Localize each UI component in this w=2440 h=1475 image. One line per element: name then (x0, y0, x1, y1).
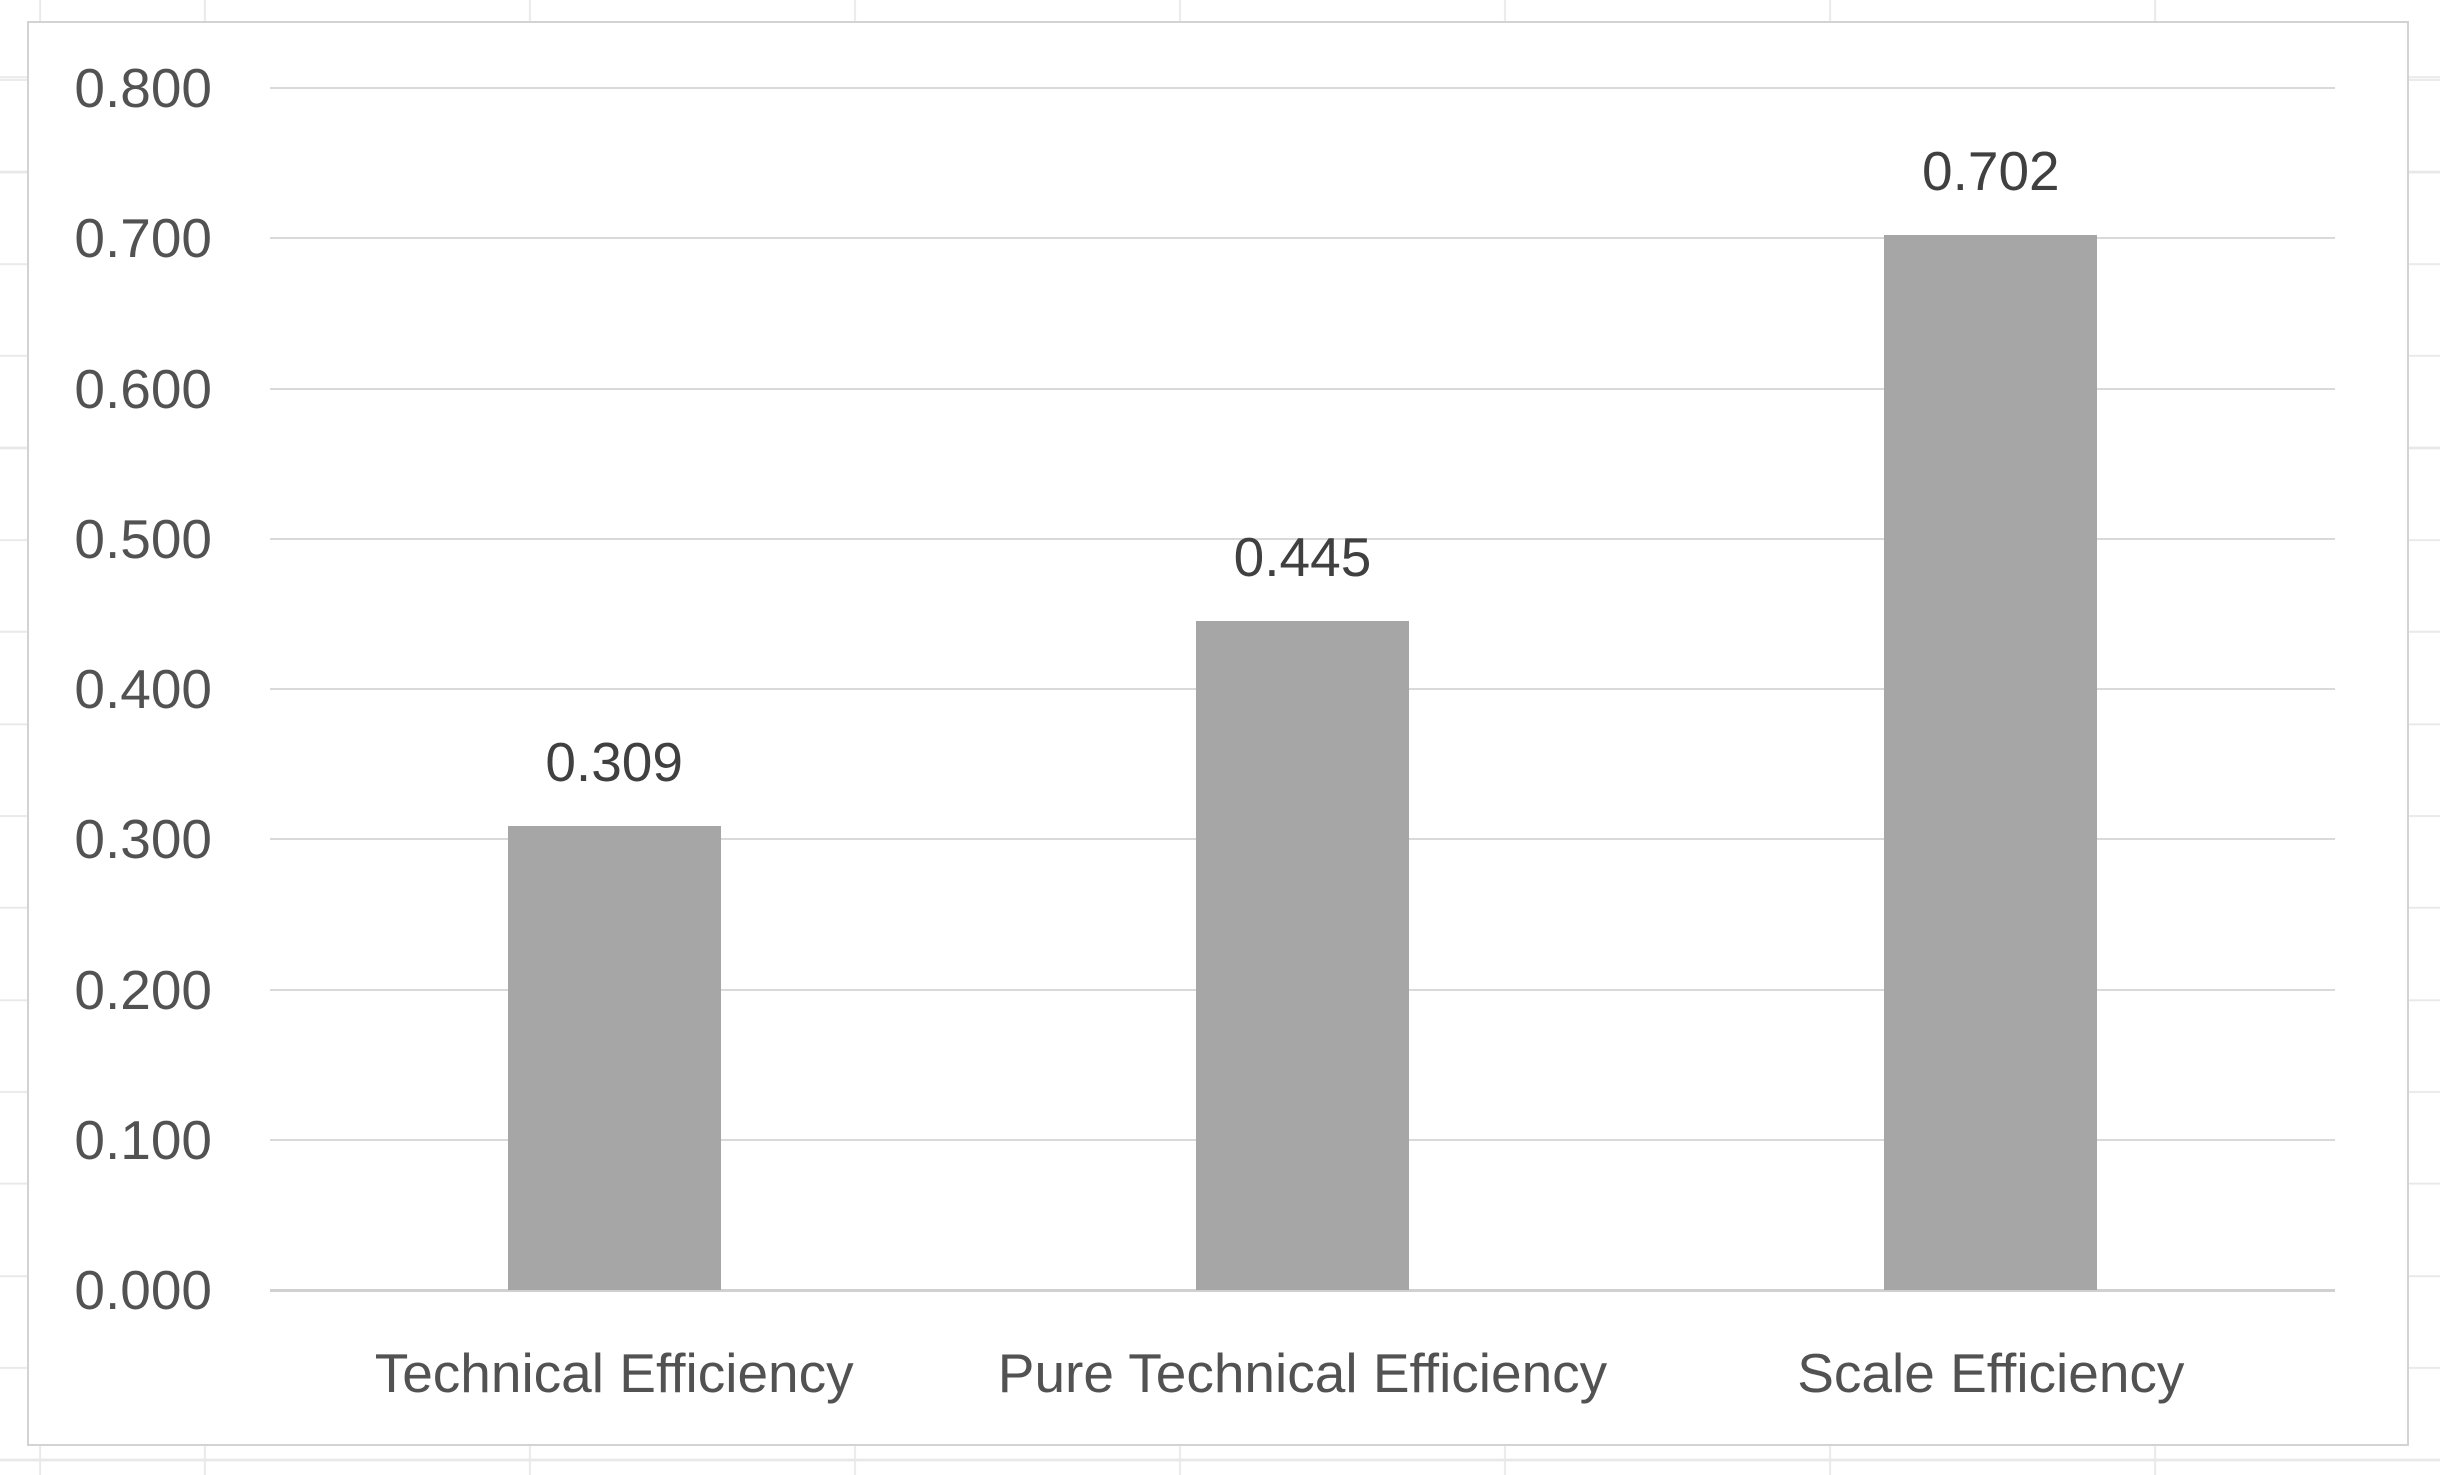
y-axis-tick-label: 0.200 (74, 959, 212, 1021)
y-gridline (270, 538, 2335, 540)
y-gridline (270, 237, 2335, 239)
chart-canvas: 0.800 0.700 0.600 0.500 0.400 0.300 0.200 0.100… (27, 21, 2409, 1446)
bar (1195, 621, 1409, 1290)
bars-layer: 0.309 0.445 0.702 (270, 88, 2335, 1290)
x-category-label: Technical Efficiency (374, 1342, 854, 1404)
x-axis: Technical Efficiency Pure Technical Effic… (270, 1338, 2335, 1408)
bar (507, 826, 721, 1290)
bar (1884, 235, 2098, 1290)
plot-area: 0.309 0.445 0.702 (270, 87, 2335, 1292)
y-axis-tick-label: 0.400 (74, 658, 212, 720)
bar-value-label: 0.445 (1233, 526, 1372, 588)
y-axis-tick-label: 0.000 (74, 1259, 212, 1321)
bar-slot: 0.702 (1647, 88, 2335, 1290)
bar-slot: 0.445 (958, 88, 1646, 1290)
y-gridline (270, 87, 2335, 89)
y-axis-tick-label: 0.700 (74, 207, 212, 269)
bar-value-label: 0.309 (545, 731, 683, 793)
y-axis-tick-label: 0.800 (74, 57, 212, 119)
y-axis-tick-label: 0.100 (74, 1109, 212, 1171)
y-axis-tick-label: 0.300 (74, 808, 212, 870)
x-category-label: Scale Efficiency (1797, 1342, 2185, 1404)
bar-slot: 0.309 (270, 88, 958, 1290)
bar-value-label: 0.702 (1922, 140, 2060, 202)
y-axis-tick-label: 0.600 (74, 358, 212, 420)
x-axis-line (270, 1289, 2335, 1292)
y-axis-tick-label: 0.500 (74, 508, 212, 570)
y-gridline (270, 388, 2335, 390)
x-category-label: Pure Technical Efficiency (997, 1342, 1608, 1404)
